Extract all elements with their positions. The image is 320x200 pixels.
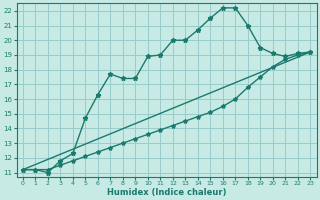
X-axis label: Humidex (Indice chaleur): Humidex (Indice chaleur) xyxy=(107,188,226,197)
